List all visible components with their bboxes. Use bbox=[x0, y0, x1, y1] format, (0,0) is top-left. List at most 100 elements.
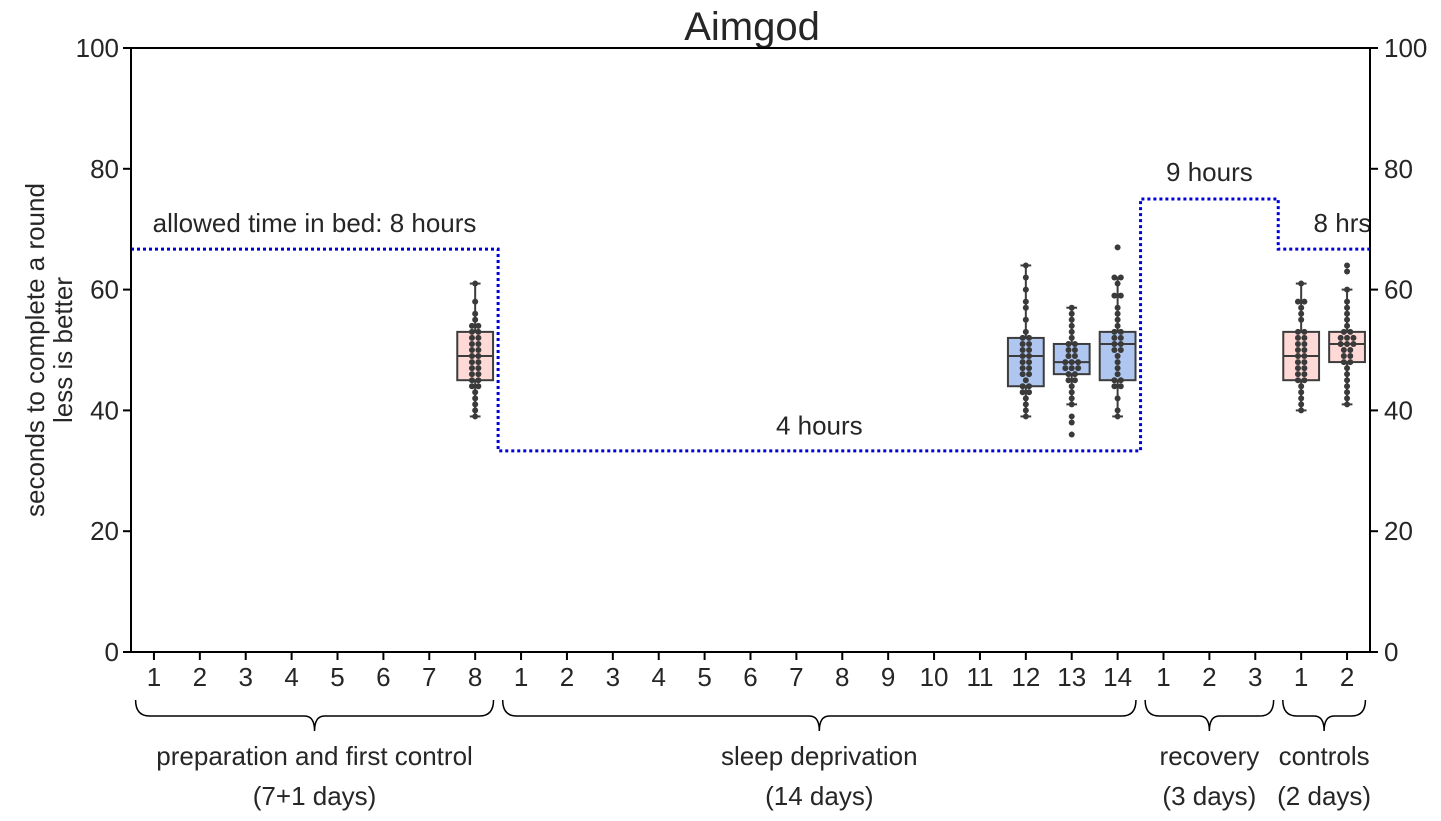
data-point bbox=[1294, 340, 1301, 347]
data-point bbox=[1340, 347, 1347, 353]
data-point bbox=[1298, 389, 1305, 396]
data-point bbox=[1019, 389, 1026, 396]
data-point bbox=[1019, 347, 1026, 353]
data-point bbox=[1344, 334, 1351, 341]
data-point bbox=[1294, 298, 1301, 305]
data-point bbox=[1111, 274, 1118, 281]
phase-name: controls bbox=[1279, 741, 1370, 771]
data-point bbox=[1075, 365, 1082, 372]
bed-time-label: 9 hours bbox=[1166, 157, 1253, 187]
phase-brace bbox=[1144, 699, 1275, 732]
data-point bbox=[1026, 347, 1033, 353]
data-point bbox=[1019, 365, 1026, 372]
x-tick-label: 8 bbox=[835, 662, 849, 692]
x-tick-label: 2 bbox=[193, 662, 207, 692]
data-point bbox=[1344, 268, 1351, 275]
x-tick-label: 3 bbox=[606, 662, 620, 692]
data-point bbox=[472, 298, 479, 305]
data-point bbox=[1026, 359, 1033, 366]
x-tick-label: 12 bbox=[1011, 662, 1040, 692]
y-tick-label-right: 80 bbox=[1384, 154, 1413, 184]
phase-name: preparation and first control bbox=[156, 741, 473, 771]
data-point bbox=[1294, 377, 1301, 384]
y-tick-label-right: 20 bbox=[1384, 516, 1413, 546]
data-point bbox=[1301, 371, 1308, 378]
phase-duration: (3 days) bbox=[1162, 781, 1256, 811]
x-tick-label: 5 bbox=[697, 662, 711, 692]
data-point bbox=[468, 371, 475, 378]
data-point bbox=[1022, 395, 1029, 402]
data-point bbox=[1301, 353, 1308, 360]
data-point bbox=[1350, 334, 1357, 341]
data-point bbox=[1344, 262, 1351, 269]
data-point bbox=[1022, 304, 1029, 311]
data-point bbox=[468, 340, 475, 347]
data-point bbox=[468, 322, 475, 329]
x-tick-label: 13 bbox=[1057, 662, 1086, 692]
data-point bbox=[1347, 353, 1354, 360]
data-point bbox=[1111, 334, 1118, 341]
data-point bbox=[1117, 274, 1124, 281]
data-point bbox=[1347, 347, 1354, 353]
data-point bbox=[1111, 383, 1118, 390]
phase-name: sleep deprivation bbox=[721, 741, 918, 771]
y-tick-label-right: 100 bbox=[1384, 33, 1427, 63]
x-tick-label: 2 bbox=[560, 662, 574, 692]
x-tick-label: 2 bbox=[1202, 662, 1216, 692]
data-point bbox=[1114, 310, 1121, 317]
data-point bbox=[1026, 389, 1033, 396]
data-point bbox=[1344, 371, 1351, 378]
data-point bbox=[1340, 353, 1347, 360]
data-point bbox=[475, 340, 482, 347]
data-point bbox=[1298, 316, 1305, 323]
data-point bbox=[472, 316, 479, 323]
chart-title: Aimgod bbox=[684, 5, 820, 49]
data-point bbox=[475, 377, 482, 384]
y-axis-label-line1: seconds to complete a round bbox=[20, 183, 50, 517]
phase-brace bbox=[501, 699, 1137, 732]
data-point bbox=[1337, 334, 1344, 341]
data-point bbox=[1344, 377, 1351, 384]
data-point bbox=[1114, 407, 1121, 414]
data-point bbox=[1294, 328, 1301, 335]
data-point bbox=[1298, 280, 1305, 287]
y-tick-label-left: 100 bbox=[76, 33, 119, 63]
x-tick-label: 14 bbox=[1103, 662, 1132, 692]
data-point bbox=[1298, 383, 1305, 390]
data-point bbox=[1022, 262, 1029, 269]
data-point bbox=[1065, 347, 1072, 353]
data-point bbox=[1026, 334, 1033, 341]
data-point bbox=[1301, 365, 1308, 372]
data-point bbox=[1022, 407, 1029, 414]
data-point bbox=[1111, 328, 1118, 335]
phase-duration: (7+1 days) bbox=[253, 781, 377, 811]
data-point bbox=[1117, 328, 1124, 335]
data-point bbox=[1344, 316, 1351, 323]
data-point bbox=[1298, 310, 1305, 317]
data-point bbox=[1068, 316, 1075, 323]
y-tick-label-left: 40 bbox=[90, 395, 119, 425]
data-point bbox=[468, 347, 475, 353]
phase-duration: (2 days) bbox=[1277, 781, 1371, 811]
data-point bbox=[1026, 383, 1033, 390]
data-point bbox=[1294, 365, 1301, 372]
data-point bbox=[468, 383, 475, 390]
data-point bbox=[1026, 340, 1033, 347]
data-point bbox=[1347, 328, 1354, 335]
data-point bbox=[1068, 431, 1075, 438]
data-point bbox=[475, 334, 482, 341]
data-point bbox=[1114, 413, 1121, 420]
data-point bbox=[1344, 389, 1351, 396]
bed-time-label: 8 hrs bbox=[1314, 208, 1372, 238]
y-tick-label-left: 80 bbox=[90, 154, 119, 184]
bed-time-label: 4 hours bbox=[776, 411, 863, 441]
data-point bbox=[1068, 304, 1075, 311]
data-point bbox=[1301, 298, 1308, 305]
data-point bbox=[1117, 292, 1124, 299]
data-point bbox=[1337, 340, 1344, 347]
box-group bbox=[1282, 280, 1321, 414]
data-point bbox=[1298, 407, 1305, 414]
x-tick-label: 3 bbox=[238, 662, 252, 692]
data-point bbox=[1344, 322, 1351, 329]
data-point bbox=[1114, 371, 1121, 378]
